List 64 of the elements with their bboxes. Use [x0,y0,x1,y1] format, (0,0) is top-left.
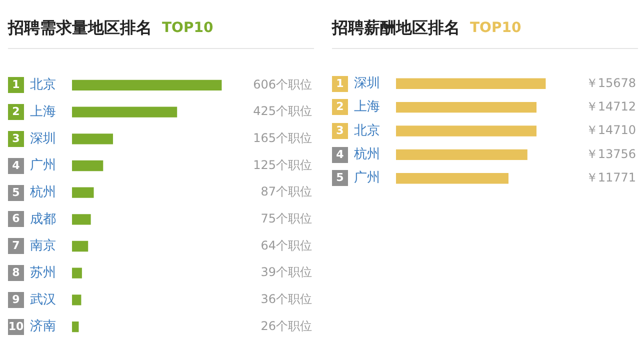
data-label: ￥15678 [586,76,636,90]
y-tick-label: 苏州 [30,265,56,280]
y-tick-label: 上海 [354,100,380,115]
data-label: 64个职位 [260,238,312,252]
y-tick-label: 武汉 [30,292,56,308]
y-tick-label: 深圳 [354,76,380,92]
rank-badge: 2 [8,104,24,120]
bar [72,134,114,144]
data-label: 87个职位 [260,184,312,199]
rank-badge: 1 [8,77,24,94]
y-tick-label: 济南 [30,319,56,334]
data-label: 165个职位 [253,131,312,146]
rank-badge: 5 [8,184,24,201]
bar [72,106,178,118]
y-tick-label: 杭州 [353,147,380,162]
chart-title: 招聘需求量地区排名 [8,18,152,38]
rank-badge: 4 [8,158,24,174]
y-tick-label: 成都 [30,212,56,227]
y-tick-label: 北京 [354,123,380,138]
bar [72,294,82,306]
y-tick-label: 广州 [354,170,380,186]
rank-badge: 2 [332,99,348,116]
bar [396,78,546,89]
rank-badge: 8 [8,265,24,282]
rank-badge: 3 [332,123,348,139]
bar [72,214,91,225]
rank-badge: 7 [8,238,24,254]
y-tick-label: 北京 [30,78,56,93]
bar [396,126,536,136]
y-tick-label: 广州 [30,158,56,174]
rank-badge: 5 [332,170,348,186]
data-label: ￥11771 [586,170,636,184]
data-label: ￥14710 [586,123,636,138]
bar [396,102,537,113]
chart-subtitle: TOP10 [470,20,522,36]
rank-badge: 6 [8,211,24,228]
data-label: 26个职位 [260,318,312,333]
data-label: 75个职位 [260,212,312,226]
chart-title: 招聘薪酬地区排名 [332,18,460,38]
bar [72,240,88,252]
bar [72,160,104,172]
y-tick-label: 深圳 [30,131,56,146]
data-label: 425个职位 [253,104,312,118]
bar [72,268,82,278]
bar [72,187,94,198]
data-label: ￥14712 [586,99,636,114]
rank-badge: 10 [8,318,24,335]
rank-badge: 4 [332,146,348,163]
data-label: 125个职位 [253,158,312,172]
bar [72,80,222,91]
data-label: ￥13756 [586,146,636,161]
rank-badge: 9 [8,292,24,308]
y-tick-label: 上海 [30,104,56,120]
bar [396,173,508,184]
rank-badge: 1 [332,76,348,92]
y-tick-label: 南京 [30,238,56,254]
rank-badge: 3 [8,130,24,147]
chart-subtitle: TOP10 [162,20,214,36]
bar [72,321,79,332]
data-label: 606个职位 [253,77,312,92]
data-label: 36个职位 [260,292,312,306]
y-tick-label: 杭州 [29,184,56,200]
bar [396,149,528,160]
data-label: 39个职位 [260,265,312,280]
